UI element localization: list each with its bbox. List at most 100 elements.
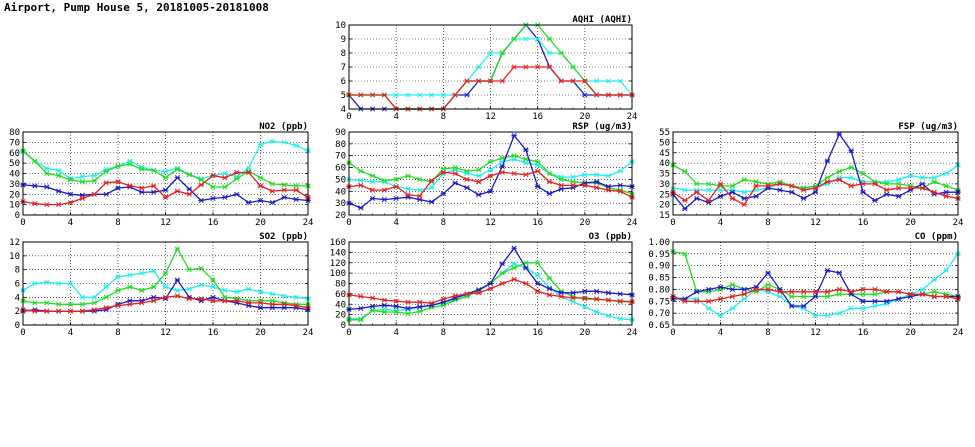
data-point [848, 289, 854, 295]
data-point [91, 178, 97, 184]
data-point [428, 300, 435, 306]
plot-frame [22, 131, 309, 216]
data-point [174, 188, 181, 194]
y-tick-label: 0.90 [648, 262, 670, 272]
y-tick-label: 160 [330, 238, 346, 248]
data-point [593, 78, 600, 84]
data-point [570, 182, 576, 188]
y-tick-label: 0.75 [648, 297, 670, 307]
data-point [440, 169, 447, 175]
y-tick-label: 8 [15, 266, 20, 276]
data-point [582, 172, 588, 178]
data-point [729, 195, 736, 201]
data-point [476, 179, 482, 185]
y-tick-label: 1.00 [648, 238, 670, 248]
y-tick-label: 70 [9, 138, 20, 148]
x-tick-label: 8 [115, 328, 120, 338]
data-point [682, 197, 688, 204]
data-point [617, 188, 623, 194]
plot-frame [22, 241, 309, 326]
y-tick-label: 10 [9, 252, 20, 262]
data-point [281, 187, 287, 193]
data-point [943, 293, 949, 300]
data-point [198, 296, 204, 302]
data-point [729, 293, 736, 300]
data-point [884, 181, 890, 187]
data-point [234, 298, 240, 304]
data-point [139, 270, 145, 276]
x-tick-label: 12 [810, 218, 821, 228]
data-point [534, 183, 541, 190]
data-point [848, 175, 854, 181]
data-point [546, 170, 553, 177]
data-point [405, 186, 411, 192]
data-point [405, 173, 411, 179]
data-point [765, 282, 771, 288]
data-point [369, 92, 376, 98]
plot-frame [348, 24, 633, 110]
data-point [741, 195, 747, 201]
data-point [694, 289, 700, 295]
data-point [534, 272, 541, 278]
data-point [476, 192, 482, 198]
data-point [293, 303, 299, 309]
data-point [558, 293, 564, 300]
y-tick-label: 9 [341, 35, 346, 45]
data-point [872, 298, 878, 304]
plot-frame [672, 131, 959, 216]
data-point [487, 159, 494, 165]
data-point [605, 187, 612, 193]
chart-panel: 0.65 0.70 0.75 0.800.85 0.90 0.95 1.00 0 4 8 12 16 2… [648, 232, 963, 338]
data-point [440, 191, 447, 197]
data-point [789, 303, 795, 309]
data-point [139, 300, 145, 306]
data-point [546, 64, 553, 70]
data-point [369, 195, 376, 201]
data-point [705, 305, 712, 311]
data-point [91, 307, 97, 313]
data-point [895, 296, 902, 302]
data-point [570, 174, 576, 180]
y-tick-label: 30 [9, 180, 20, 190]
data-point [487, 167, 494, 173]
data-point [534, 168, 541, 174]
data-point [393, 298, 399, 304]
x-tick-label: 20 [905, 328, 916, 338]
data-point [32, 183, 38, 189]
data-point [452, 293, 458, 299]
x-tick-label: 16 [532, 112, 543, 122]
data-point [523, 156, 529, 162]
x-tick-label: 16 [532, 218, 543, 228]
data-point [67, 280, 74, 287]
data-point [293, 142, 299, 149]
data-point [511, 265, 517, 271]
data-point [44, 170, 50, 177]
data-point [487, 78, 494, 84]
y-tick-label: 90 [335, 128, 346, 138]
x-tick-label: 20 [579, 112, 590, 122]
data-point [393, 309, 399, 315]
data-point [417, 92, 423, 98]
data-point [222, 184, 228, 190]
data-point [293, 294, 299, 300]
data-point [593, 172, 600, 178]
data-point [257, 183, 264, 189]
x-tick-label: 0 [346, 112, 351, 122]
data-point [605, 173, 612, 179]
data-point [836, 131, 842, 137]
data-point [79, 308, 86, 314]
x-tick-label: 4 [393, 112, 398, 122]
data-point [605, 92, 612, 98]
data-point [777, 181, 783, 187]
data-point [127, 272, 133, 278]
data-point [824, 158, 831, 164]
data-point [824, 267, 831, 274]
x-tick-label: 12 [485, 218, 496, 228]
data-point [115, 163, 121, 169]
data-point [705, 298, 712, 304]
data-point [381, 187, 388, 193]
data-point [943, 267, 949, 274]
data-point [91, 191, 97, 197]
data-point [546, 191, 553, 197]
